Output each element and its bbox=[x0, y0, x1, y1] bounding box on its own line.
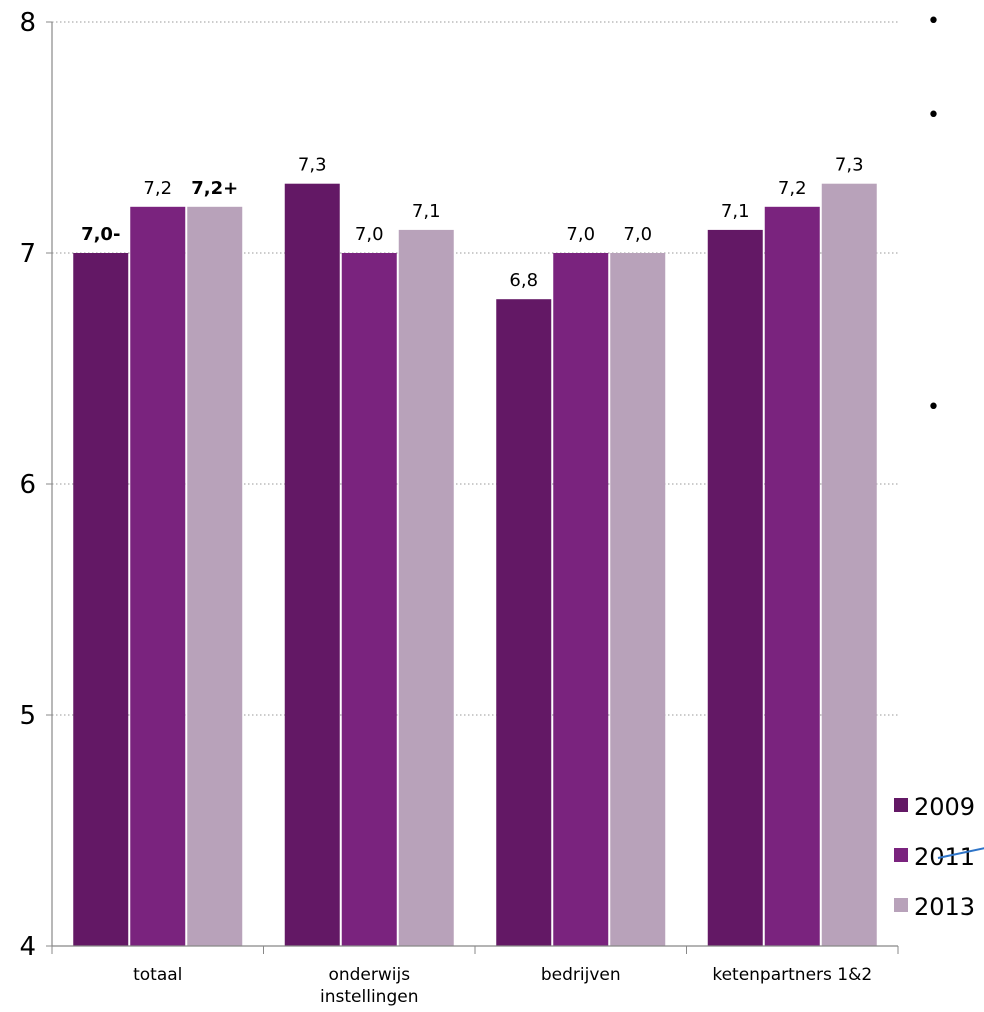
data-labels: 7,0- 7,2 7,2+ 7,3 7,0 7,1 6,8 7,0 7,0 7,1 7,2 7,3 bbox=[81, 155, 864, 292]
bar-2011 bbox=[764, 206, 820, 947]
x-category-label: ketenpartners 1&2 bbox=[712, 965, 872, 985]
data-label: 7,2 bbox=[778, 178, 807, 199]
y-tick-label: 6 bbox=[19, 470, 36, 500]
data-label: 7,1 bbox=[412, 201, 441, 222]
x-category-label: instellingen bbox=[320, 987, 418, 1007]
y-tick-label: 8 bbox=[19, 8, 36, 38]
decorative-blue-line bbox=[937, 847, 984, 859]
bar-2011 bbox=[553, 253, 609, 946]
legend-label: 2009 bbox=[914, 793, 975, 821]
data-label: 7,3 bbox=[835, 155, 864, 176]
y-axis-labels: 4 5 6 7 8 bbox=[19, 8, 36, 962]
x-category-label: totaal bbox=[133, 965, 182, 985]
data-label: 7,2+ bbox=[191, 178, 238, 199]
x-category-label: onderwijs bbox=[328, 965, 410, 985]
x-category-label: bedrijven bbox=[541, 965, 621, 985]
bullet-markers: • • • bbox=[927, 9, 940, 420]
bar-2009 bbox=[284, 183, 340, 946]
bars bbox=[73, 183, 877, 947]
data-label: 7,1 bbox=[721, 201, 750, 222]
data-label: 7,0 bbox=[355, 224, 384, 245]
y-tick-label: 4 bbox=[19, 932, 36, 962]
y-tick-label: 7 bbox=[19, 239, 36, 269]
bullet-marker: • bbox=[927, 395, 940, 420]
bar-2013 bbox=[821, 183, 877, 946]
data-label: 6,8 bbox=[509, 270, 538, 291]
axes bbox=[46, 21, 899, 954]
bar-2009 bbox=[496, 299, 552, 946]
bar-2013 bbox=[398, 229, 454, 946]
legend-label: 2013 bbox=[914, 893, 975, 921]
data-label: 7,0 bbox=[623, 224, 652, 245]
legend-swatch bbox=[894, 848, 908, 862]
data-label: 7,3 bbox=[298, 155, 327, 176]
bullet-marker: • bbox=[927, 9, 940, 34]
bar-2011 bbox=[341, 253, 397, 946]
bar-2011 bbox=[130, 206, 186, 947]
bar-2009 bbox=[73, 253, 129, 946]
bar-2013 bbox=[610, 253, 666, 946]
data-label: 7,0- bbox=[81, 224, 120, 245]
bullet-marker: • bbox=[927, 103, 940, 128]
y-tick-label: 5 bbox=[19, 701, 36, 731]
legend-swatch bbox=[894, 898, 908, 912]
data-label: 7,0 bbox=[566, 224, 595, 245]
legend-swatch bbox=[894, 798, 908, 812]
bar-2009 bbox=[707, 229, 763, 946]
data-label: 7,2 bbox=[143, 178, 172, 199]
bar-2013 bbox=[187, 206, 243, 947]
